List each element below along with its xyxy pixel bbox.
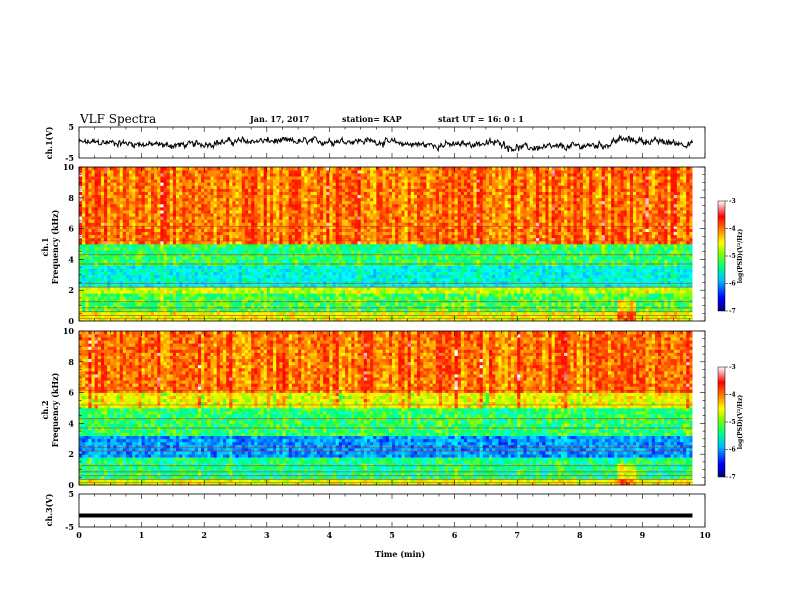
colorbar-tick-label: -7 <box>729 474 736 481</box>
y-tick-label: 0 <box>68 480 74 490</box>
ch1-freq-ylabel: ch.1 Frequency (kHz) <box>40 209 60 284</box>
ch2-spectrogram-panel: 0 2 4 6 8 10 <box>63 326 706 490</box>
y-tick-label: 5 <box>68 122 74 132</box>
x-tick-label: 8 <box>577 530 583 540</box>
start-time-label: start UT = 16: 0 : 1 <box>438 114 524 124</box>
y-tick-label: 2 <box>68 449 74 459</box>
y-tick-label: 2 <box>68 285 74 295</box>
x-tick-label: 3 <box>264 530 270 540</box>
ch1-voltage-ylabel: ch.1(V) <box>44 126 54 159</box>
y-tick-label: 10 <box>63 326 75 336</box>
station-label: station= KAP <box>342 114 402 124</box>
x-tick-label: 10 <box>699 530 711 540</box>
y-tick-label: 4 <box>68 254 74 264</box>
colorbar-scale <box>717 366 726 478</box>
colorbar-tick-label: -4 <box>729 392 736 399</box>
spectrogram-cells <box>79 331 693 486</box>
x-tick-label: 2 <box>201 530 207 540</box>
y-tick-label: 6 <box>68 224 74 234</box>
ch1-spectrogram-panel: 0 2 4 6 8 10 <box>63 162 706 326</box>
x-tick-label: 4 <box>327 530 333 540</box>
y-tick-label: 5 <box>68 489 74 499</box>
y-tick-label: 4 <box>68 418 74 428</box>
y-tick-label: 8 <box>68 357 74 367</box>
figure-title: VLF Spectra <box>79 112 156 126</box>
colorbar-tick-label: -7 <box>729 308 736 315</box>
colorbar-tick-label: -3 <box>729 198 736 205</box>
y-tick-label: -5 <box>65 522 74 532</box>
y-tick-label: 6 <box>68 388 74 398</box>
y-tick-label: -5 <box>65 153 74 163</box>
spectrogram-cells <box>79 167 693 322</box>
colorbar-tick-label: -3 <box>729 364 736 371</box>
ch3-voltage-ylabel: ch.3(V) <box>44 493 54 526</box>
colorbar-tick-label: -5 <box>729 253 736 260</box>
y-tick-label: 8 <box>68 193 74 203</box>
y-tick-label: 10 <box>63 162 75 172</box>
x-tick-label: 7 <box>514 530 520 540</box>
x-tick-label: 1 <box>139 530 145 540</box>
x-axis-label: Time (min) <box>375 549 425 559</box>
x-tick-label: 6 <box>452 530 458 540</box>
colorbar-label: log(PSD)(V²/Hz) <box>737 229 744 284</box>
ch2-colorbar: -3 -4 -5 -6 -7 log(PSD)(V²/Hz) <box>717 364 744 481</box>
date-label: Jan. 17, 2017 <box>249 114 309 124</box>
x-tick-label: 0 <box>76 530 82 540</box>
colorbar-tick-label: -5 <box>729 419 736 426</box>
ch3-voltage-panel: 0 1 2 3 4 5 6 7 8 9 10 5 -5 <box>65 489 711 540</box>
colorbar-tick-label: -6 <box>729 281 736 288</box>
ch1-voltage-panel: 5 -5 <box>65 122 706 163</box>
colorbar-label: log(PSD)(V²/Hz) <box>737 395 744 450</box>
ch1-waveform-line <box>78 134 693 153</box>
ch2-freq-ylabel: ch.2 Frequency (kHz) <box>40 372 60 447</box>
ch1-colorbar: -3 -4 -5 -6 -7 log(PSD)(V²/Hz) <box>717 198 744 315</box>
colorbar-tick-label: -6 <box>729 447 736 454</box>
x-tick-label: 9 <box>640 530 646 540</box>
y-tick-label: 0 <box>68 316 74 326</box>
colorbar-tick-label: -4 <box>729 226 736 233</box>
colorbar-scale <box>717 200 726 312</box>
x-tick-label: 5 <box>389 530 395 540</box>
